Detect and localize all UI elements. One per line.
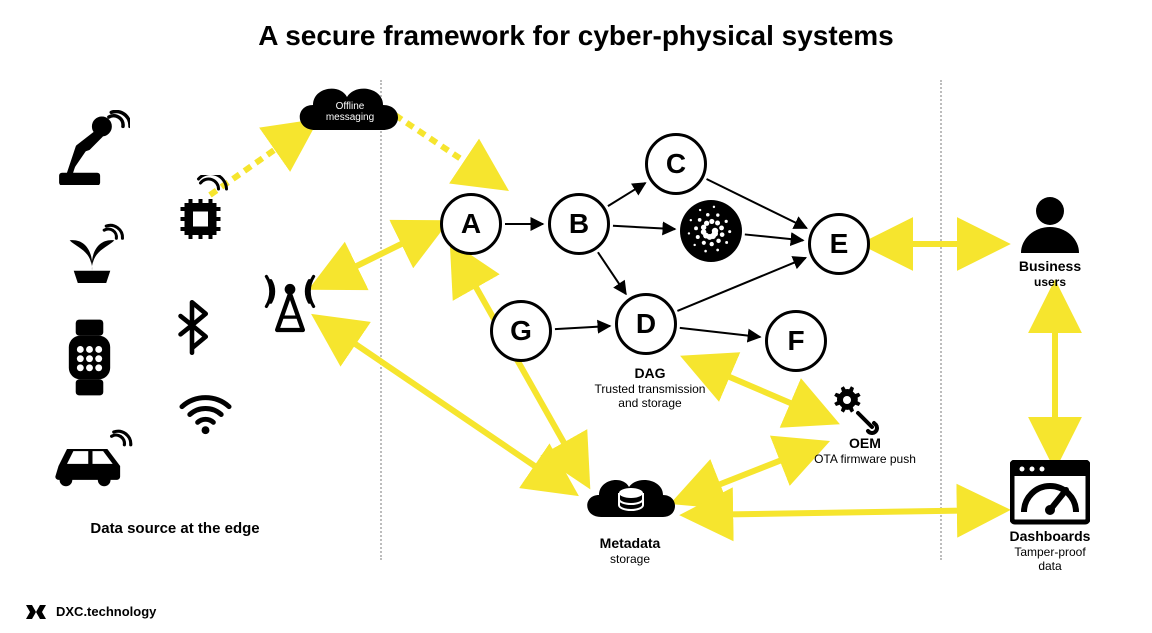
metadata-title: Metadata: [600, 535, 661, 551]
oem-label: OEM OTA firmware push: [800, 435, 930, 466]
smartwatch-icon: [52, 315, 127, 400]
dag-label-sub: Trusted transmissionand storage: [580, 382, 720, 411]
dashboards-title: Dashboards: [1010, 528, 1091, 544]
offline-messaging-label: Offlinemessaging: [285, 101, 415, 123]
dashboards-label: Dashboards Tamper-proofdata: [1000, 528, 1100, 574]
dag-node-b: B: [548, 193, 610, 255]
metadata-storage-label: Metadata storage: [575, 535, 685, 566]
business-users-icon: [1015, 195, 1085, 260]
chip-wifi-icon: [170, 175, 235, 245]
business-users-title: Business: [1019, 258, 1081, 274]
wifi-icon: [178, 392, 233, 437]
edge-label-text: Data source at the edge: [90, 520, 259, 537]
divider-right: [940, 80, 942, 560]
antenna-icon: [260, 265, 320, 335]
dag-label-title: DAG: [634, 365, 665, 381]
dag-node-iota: [680, 200, 742, 262]
plant-iot-icon: [57, 220, 127, 285]
dag-node-a: A: [440, 193, 502, 255]
dag-label: DAG Trusted transmissionand storage: [580, 365, 720, 411]
edge-section-label: Data source at the edge: [60, 520, 290, 538]
metadata-storage-icon: [575, 465, 685, 540]
car-iot-icon: [50, 425, 135, 490]
brand-logo: DXC.technology: [26, 604, 156, 619]
dag-node-e: E: [808, 213, 870, 275]
dag-node-c: C: [645, 133, 707, 195]
robot-arm-icon: [55, 110, 130, 185]
dashboards-sub: Tamper-proofdata: [1000, 545, 1100, 574]
business-users-label: Business users: [1000, 258, 1100, 289]
bluetooth-icon: [172, 300, 212, 355]
oem-title: OEM: [849, 435, 881, 451]
oem-icon: [830, 385, 880, 440]
oem-sub: OTA firmware push: [800, 452, 930, 466]
offline-messaging-cloud: Offlinemessaging: [285, 75, 415, 160]
dashboards-icon: [1010, 460, 1090, 530]
dag-node-d: D: [615, 293, 677, 355]
business-users-sub: users: [1000, 275, 1100, 289]
metadata-sub: storage: [575, 552, 685, 566]
dag-node-g: G: [490, 300, 552, 362]
diagram-title: A secure framework for cyber-physical sy…: [0, 20, 1152, 52]
dag-node-f: F: [765, 310, 827, 372]
brand-text: DXC.technology: [56, 604, 156, 619]
